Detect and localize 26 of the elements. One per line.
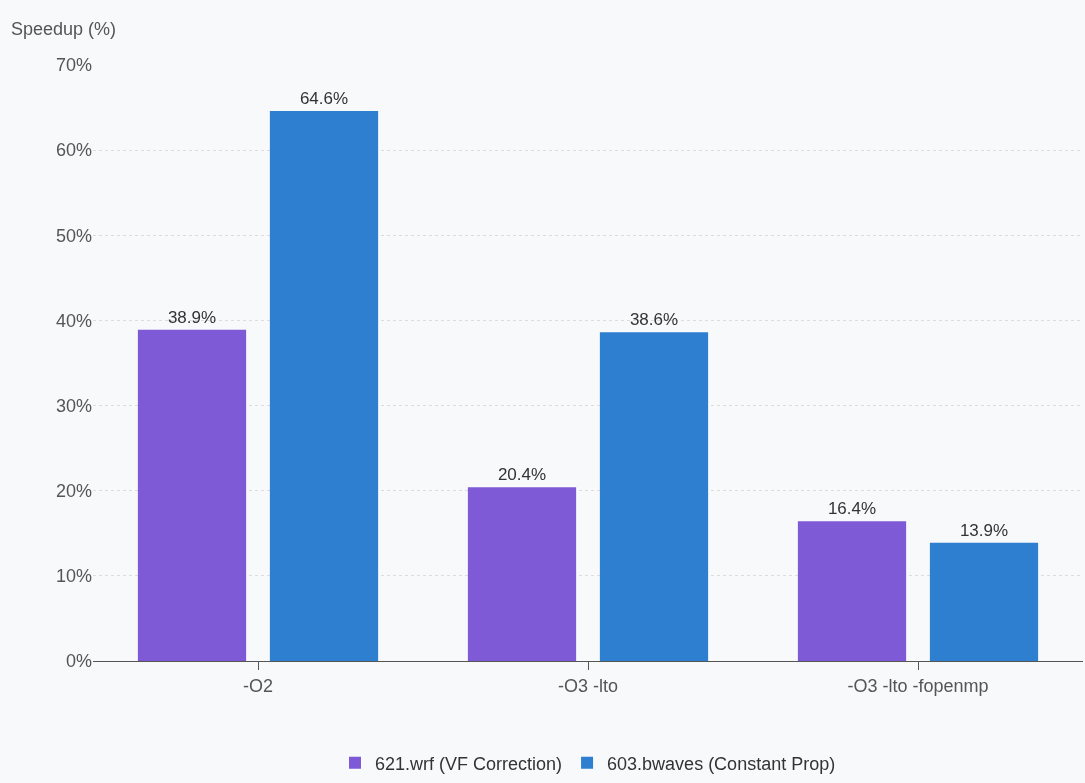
x-tick-label: -O3 -lto -fopenmp [847, 675, 989, 696]
y-tick-label: 40% [55, 310, 92, 331]
legend-label: 621.wrf (VF Correction) [375, 753, 563, 774]
x-tick-label: -O3 -lto [557, 675, 619, 696]
y-tick-label: 30% [55, 395, 92, 416]
y-tick-label: 10% [55, 566, 92, 587]
data-label: 38.6% [629, 310, 679, 330]
bar [467, 487, 577, 661]
bar [599, 332, 709, 661]
bar [269, 110, 379, 661]
legend-label: 603.bwaves (Constant Prop) [607, 753, 836, 774]
x-tick-label: -O2 [242, 675, 274, 696]
bar [797, 521, 907, 661]
y-tick-label: 70% [55, 55, 92, 76]
data-label: 13.9% [959, 520, 1009, 540]
data-label: 38.9% [167, 307, 217, 327]
data-label: 64.6% [299, 88, 349, 108]
bar [929, 542, 1039, 661]
y-tick-label: 50% [55, 225, 92, 246]
data-label: 20.4% [497, 465, 547, 485]
y-axis-title: Speedup (%) [11, 19, 117, 39]
y-tick-label: 60% [55, 140, 92, 161]
y-tick-label: 20% [55, 481, 92, 502]
bar [137, 329, 247, 661]
y-tick-label: 0% [65, 651, 92, 672]
data-label: 16.4% [827, 499, 877, 519]
